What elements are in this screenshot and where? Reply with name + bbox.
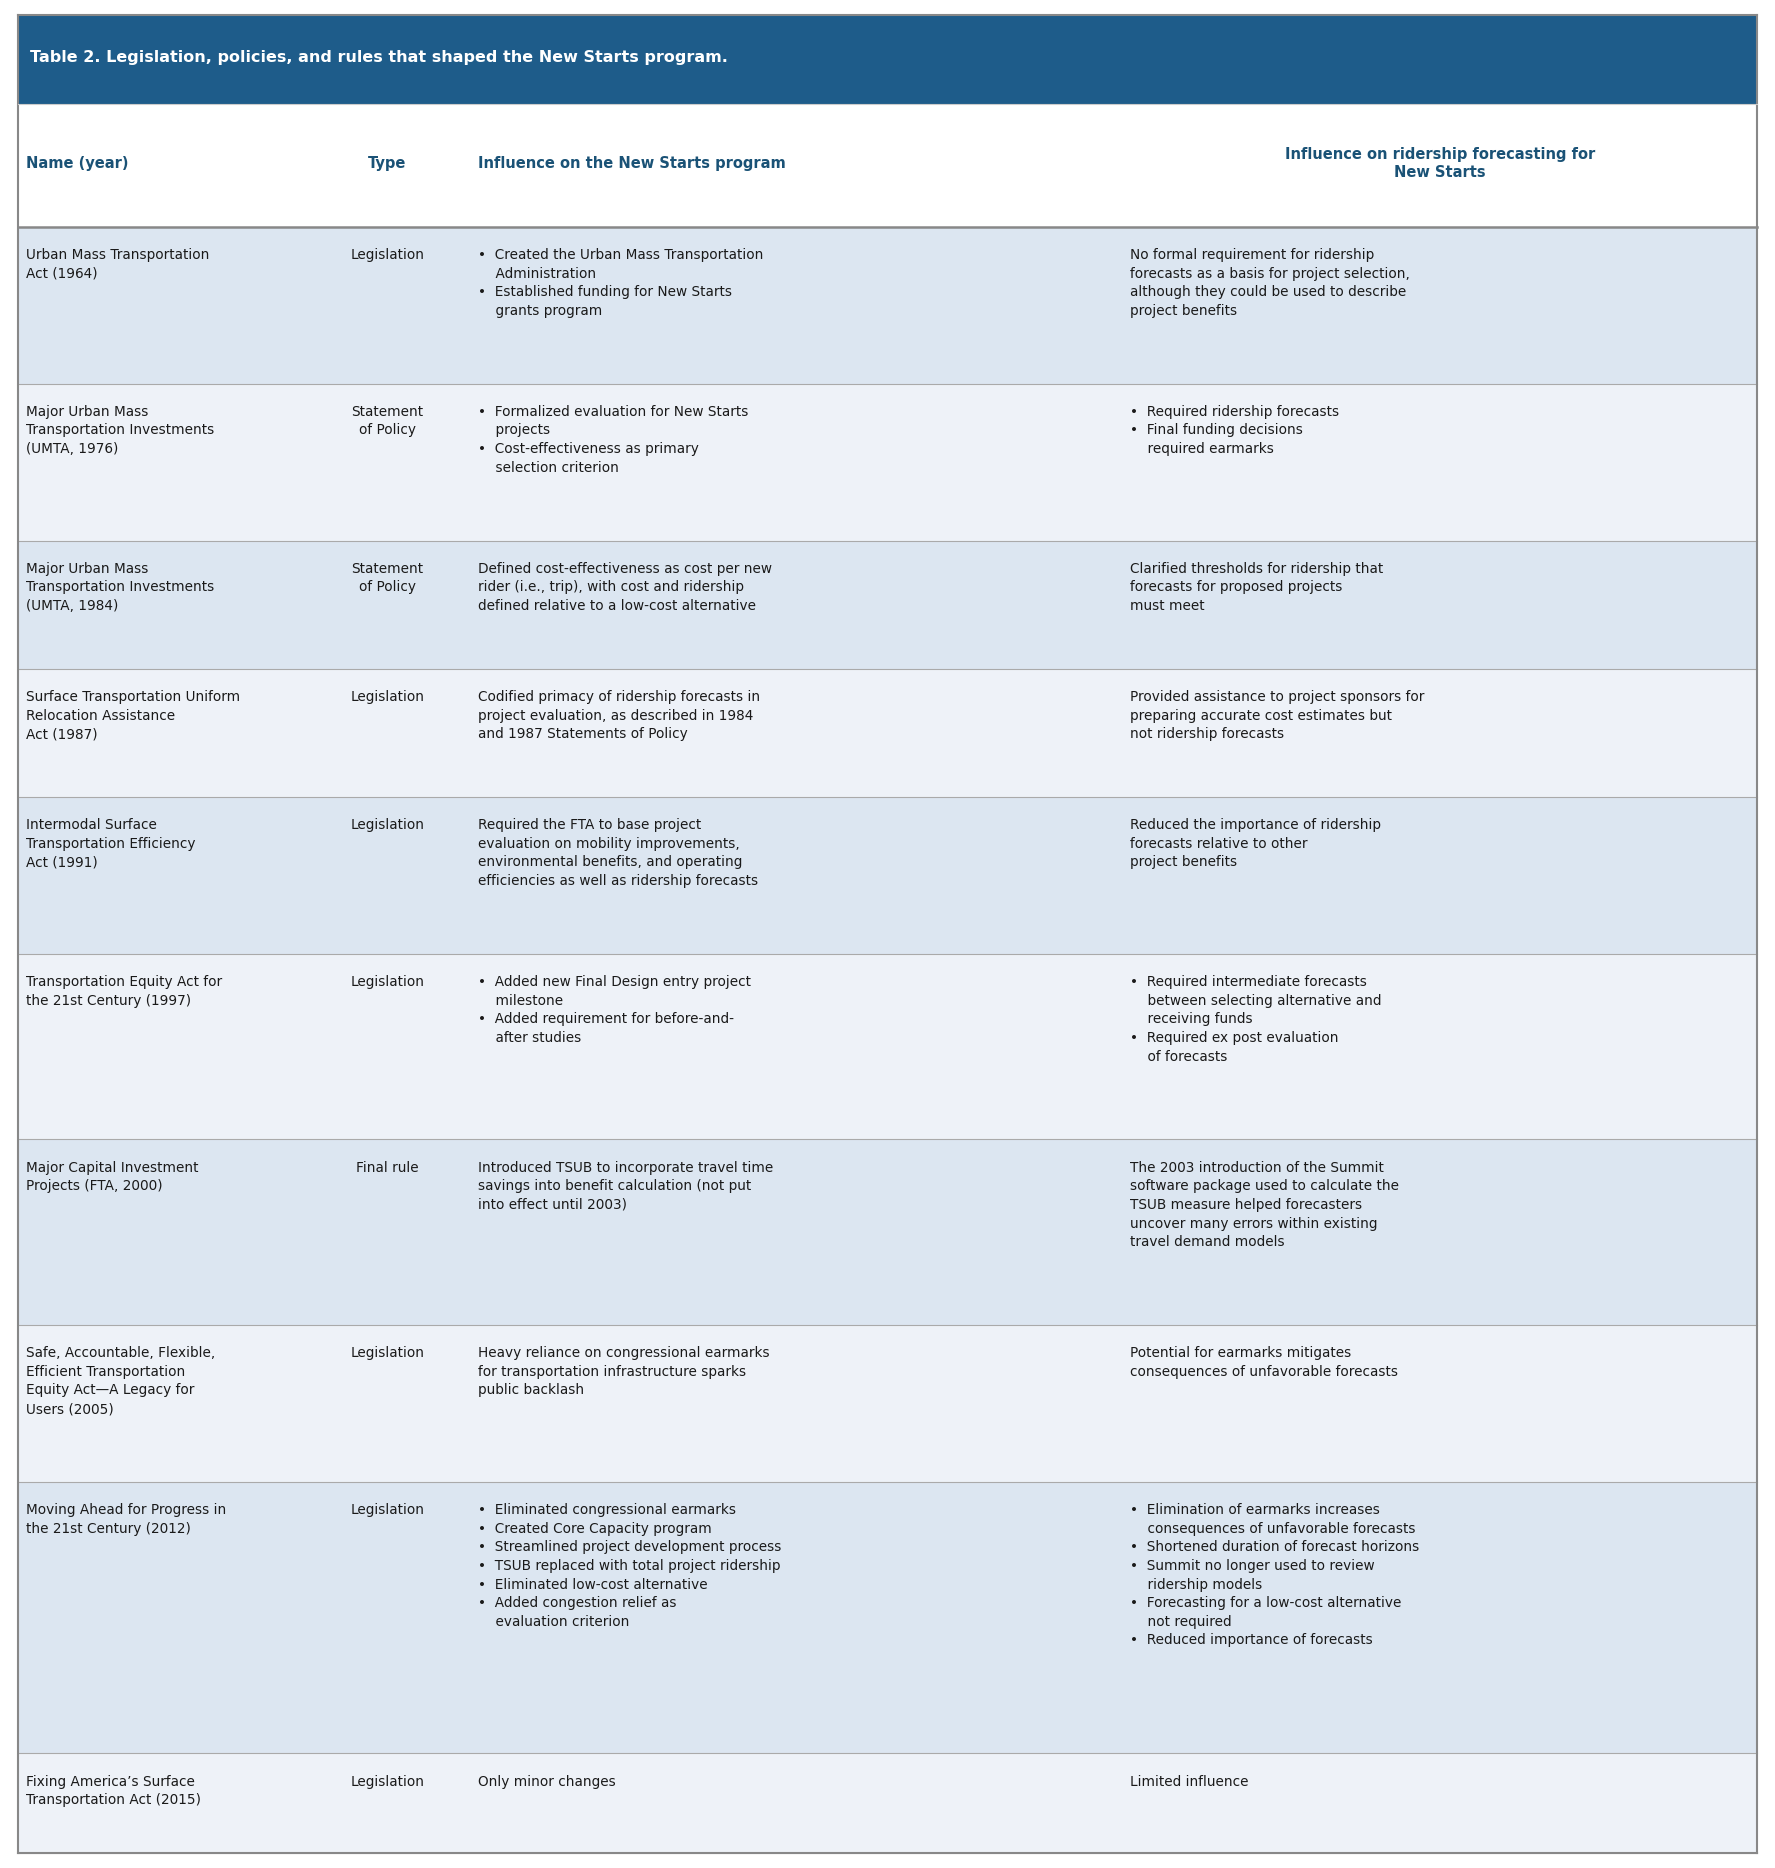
- Text: The 2003 introduction of the Summit
software package used to calculate the
TSUB : The 2003 introduction of the Summit soft…: [1131, 1160, 1399, 1250]
- Text: Major Capital Investment
Projects (FTA, 2000): Major Capital Investment Projects (FTA, …: [27, 1160, 199, 1194]
- Text: Legislation: Legislation: [350, 1504, 424, 1517]
- Text: •  Formalized evaluation for New Starts
    projects
•  Cost-effectiveness as pr: • Formalized evaluation for New Starts p…: [477, 405, 749, 474]
- Text: Potential for earmarks mitigates
consequences of unfavorable forecasts: Potential for earmarks mitigates consequ…: [1131, 1347, 1399, 1379]
- Text: Provided assistance to project sponsors for
preparing accurate cost estimates bu: Provided assistance to project sponsors …: [1131, 689, 1425, 742]
- Text: Type: Type: [369, 155, 406, 170]
- Text: Reduced the importance of ridership
forecasts relative to other
project benefits: Reduced the importance of ridership fore…: [1131, 818, 1381, 869]
- Text: •  Elimination of earmarks increases
    consequences of unfavorable forecasts
•: • Elimination of earmarks increases cons…: [1131, 1504, 1420, 1648]
- Bar: [18, 798, 1757, 955]
- Text: Safe, Accountable, Flexible,
Efficient Transportation
Equity Act—A Legacy for
Us: Safe, Accountable, Flexible, Efficient T…: [27, 1347, 215, 1416]
- Bar: [18, 15, 1757, 105]
- Text: Legislation: Legislation: [350, 818, 424, 833]
- Text: No formal requirement for ridership
forecasts as a basis for project selection,
: No formal requirement for ridership fore…: [1131, 248, 1409, 318]
- Bar: [18, 1481, 1757, 1754]
- Text: Intermodal Surface
Transportation Efficiency
Act (1991): Intermodal Surface Transportation Effici…: [27, 818, 195, 869]
- Text: •  Added new Final Design entry project
    milestone
•  Added requirement for b: • Added new Final Design entry project m…: [477, 975, 751, 1044]
- Text: Influence on the New Starts program: Influence on the New Starts program: [477, 155, 786, 170]
- Text: Name (year): Name (year): [27, 155, 128, 170]
- Bar: [18, 1324, 1757, 1481]
- Text: Influence on ridership forecasting for
New Starts: Influence on ridership forecasting for N…: [1285, 146, 1594, 179]
- Bar: [18, 955, 1757, 1139]
- Text: Limited influence: Limited influence: [1131, 1775, 1250, 1788]
- Text: Legislation: Legislation: [350, 689, 424, 704]
- Text: Table 2. Legislation, policies, and rules that shaped the New Starts program.: Table 2. Legislation, policies, and rule…: [30, 50, 728, 65]
- Bar: [18, 105, 1757, 226]
- Text: Transportation Equity Act for
the 21st Century (1997): Transportation Equity Act for the 21st C…: [27, 975, 222, 1007]
- Text: Required the FTA to base project
evaluation on mobility improvements,
environmen: Required the FTA to base project evaluat…: [477, 818, 758, 887]
- Bar: [18, 669, 1757, 798]
- Text: •  Created the Urban Mass Transportation
    Administration
•  Established fundi: • Created the Urban Mass Transportation …: [477, 248, 763, 318]
- Text: Statement
of Policy: Statement of Policy: [351, 562, 424, 594]
- Text: Fixing America’s Surface
Transportation Act (2015): Fixing America’s Surface Transportation …: [27, 1775, 201, 1806]
- Text: Legislation: Legislation: [350, 1347, 424, 1360]
- Text: Clarified thresholds for ridership that
forecasts for proposed projects
must mee: Clarified thresholds for ridership that …: [1131, 562, 1383, 613]
- Bar: [18, 1754, 1757, 1853]
- Bar: [18, 383, 1757, 540]
- Text: •  Required ridership forecasts
•  Final funding decisions
    required earmarks: • Required ridership forecasts • Final f…: [1131, 405, 1340, 456]
- Text: Legislation: Legislation: [350, 975, 424, 990]
- Text: •  Eliminated congressional earmarks
•  Created Core Capacity program
•  Streaml: • Eliminated congressional earmarks • Cr…: [477, 1504, 781, 1629]
- Text: Heavy reliance on congressional earmarks
for transportation infrastructure spark: Heavy reliance on congressional earmarks…: [477, 1347, 770, 1397]
- Bar: [18, 226, 1757, 383]
- Text: Major Urban Mass
Transportation Investments
(UMTA, 1984): Major Urban Mass Transportation Investme…: [27, 562, 215, 613]
- Bar: [18, 1139, 1757, 1324]
- Text: Only minor changes: Only minor changes: [477, 1775, 616, 1788]
- Text: Codified primacy of ridership forecasts in
project evaluation, as described in 1: Codified primacy of ridership forecasts …: [477, 689, 760, 742]
- Text: Legislation: Legislation: [350, 248, 424, 262]
- Text: Statement
of Policy: Statement of Policy: [351, 405, 424, 437]
- Text: Major Urban Mass
Transportation Investments
(UMTA, 1976): Major Urban Mass Transportation Investme…: [27, 405, 215, 456]
- Bar: [18, 540, 1757, 669]
- Text: •  Required intermediate forecasts
    between selecting alternative and
    rec: • Required intermediate forecasts betwee…: [1131, 975, 1381, 1063]
- Text: Urban Mass Transportation
Act (1964): Urban Mass Transportation Act (1964): [27, 248, 209, 280]
- Text: Moving Ahead for Progress in
the 21st Century (2012): Moving Ahead for Progress in the 21st Ce…: [27, 1504, 225, 1535]
- Text: Final rule: Final rule: [357, 1160, 419, 1175]
- Text: Introduced TSUB to incorporate travel time
savings into benefit calculation (not: Introduced TSUB to incorporate travel ti…: [477, 1160, 774, 1212]
- Text: Defined cost-effectiveness as cost per new
rider (i.e., trip), with cost and rid: Defined cost-effectiveness as cost per n…: [477, 562, 772, 613]
- Text: Surface Transportation Uniform
Relocation Assistance
Act (1987): Surface Transportation Uniform Relocatio…: [27, 689, 240, 742]
- Text: Legislation: Legislation: [350, 1775, 424, 1788]
